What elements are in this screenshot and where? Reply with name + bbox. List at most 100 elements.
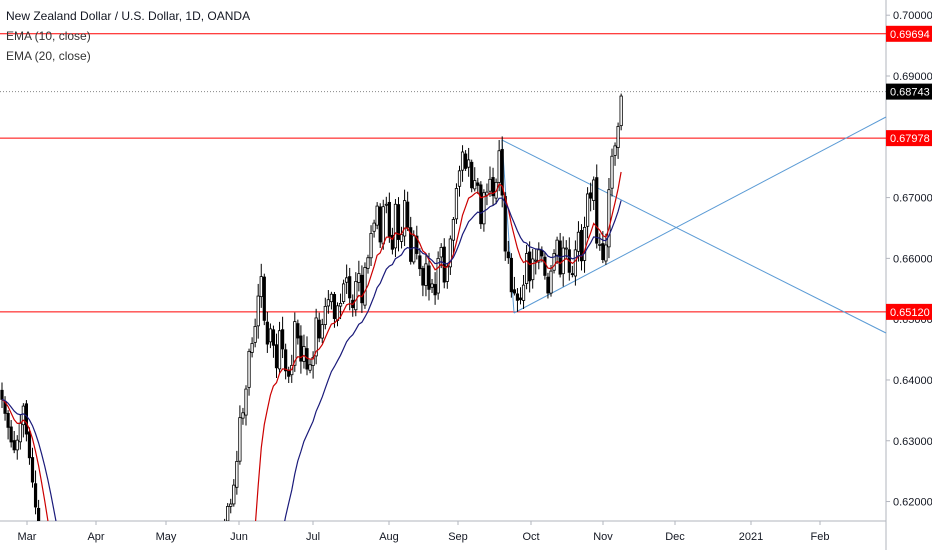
candle-body: [555, 239, 559, 256]
candle: [268, 323, 273, 349]
price-tick-label: 0.66000: [893, 253, 932, 265]
time-tick-label: Dec: [665, 531, 685, 543]
candle-body: [598, 243, 602, 246]
candle: [460, 145, 465, 182]
candle: [543, 252, 547, 280]
candle: [470, 159, 474, 193]
candle-body: [537, 249, 541, 263]
candle: [30, 447, 35, 488]
candle-body: [573, 249, 578, 277]
candle-body: [442, 246, 446, 283]
candle-body: [37, 507, 41, 521]
candle-body: [430, 283, 434, 288]
candle-body: [409, 227, 413, 262]
candle: [479, 181, 483, 229]
ema20-line: [1, 197, 622, 521]
ema10-legend[interactable]: EMA (10, close): [6, 29, 91, 43]
candle: [390, 227, 395, 255]
candle: [280, 316, 285, 359]
trendline[interactable]: [501, 139, 887, 334]
candle-body: [604, 244, 608, 262]
candle: [265, 311, 269, 353]
candle-body: [271, 329, 276, 346]
candle-body: [287, 370, 291, 377]
ema20-legend[interactable]: EMA (20, close): [6, 49, 91, 63]
candle-body: [595, 177, 599, 244]
candle-body: [15, 439, 19, 451]
candle-body: [546, 276, 550, 294]
candle: [491, 167, 495, 206]
candle: [241, 407, 245, 425]
candle-body: [18, 422, 22, 443]
candle: [387, 192, 391, 243]
price-tick-label: 0.64000: [893, 375, 932, 387]
candle-body: [314, 317, 318, 357]
candle: [448, 235, 452, 275]
candle-body: [607, 189, 611, 248]
candle: [515, 288, 520, 312]
candle-body: [451, 219, 456, 241]
candle: [369, 225, 373, 266]
price-tick-label: 0.63000: [893, 436, 932, 448]
candle-body: [610, 155, 614, 189]
ema10-line: [1, 171, 622, 521]
candle: [329, 291, 334, 310]
level-badge-label: 0.68743: [890, 87, 930, 99]
candle: [6, 410, 10, 440]
candle-body: [552, 253, 556, 271]
candle-body: [390, 234, 395, 250]
candle: [579, 224, 584, 271]
candle: [256, 283, 260, 339]
candle-body: [24, 403, 29, 435]
candle: [235, 450, 239, 495]
time-tick-label: May: [156, 531, 177, 543]
candle: [601, 231, 605, 264]
candle: [24, 400, 29, 442]
candle: [598, 233, 602, 251]
candle: [326, 290, 330, 314]
candle: [497, 140, 501, 192]
trendline[interactable]: [513, 116, 887, 314]
candle: [393, 199, 398, 258]
candle-body: [241, 412, 245, 419]
candle: [345, 264, 349, 294]
candle-body: [470, 161, 474, 189]
candle-body: [424, 263, 428, 286]
candle: [610, 148, 614, 197]
time-tick-label: Oct: [522, 531, 539, 543]
candle-body: [488, 178, 492, 192]
candle-body: [229, 503, 233, 507]
candle-body: [433, 284, 437, 296]
candle: [518, 287, 523, 305]
price-tick-label: 0.69000: [893, 71, 932, 83]
candle-body: [366, 257, 370, 269]
candle: [592, 176, 596, 210]
candle-body: [497, 150, 501, 183]
candle-body: [564, 247, 568, 250]
candle: [232, 479, 236, 507]
candle: [244, 385, 248, 426]
candle-body: [33, 483, 38, 508]
candle-body: [338, 302, 343, 307]
candle: [323, 297, 327, 330]
candle-body: [399, 234, 404, 242]
candle: [604, 233, 608, 265]
candle: [363, 262, 367, 309]
time-tick-label: Jun: [230, 531, 248, 543]
candle-body: [500, 149, 504, 196]
candle-body: [12, 440, 16, 451]
candle: [457, 165, 462, 197]
candle-body: [454, 188, 459, 220]
candle-body: [253, 326, 257, 343]
candle-body: [491, 177, 495, 197]
candle: [546, 272, 550, 299]
candle-body: [613, 145, 617, 156]
candle-body: [543, 256, 547, 276]
candle-body: [457, 170, 462, 187]
candle: [375, 202, 379, 230]
last-price-badge: [886, 83, 932, 100]
candle-body: [589, 192, 593, 199]
candle-body: [296, 323, 300, 339]
